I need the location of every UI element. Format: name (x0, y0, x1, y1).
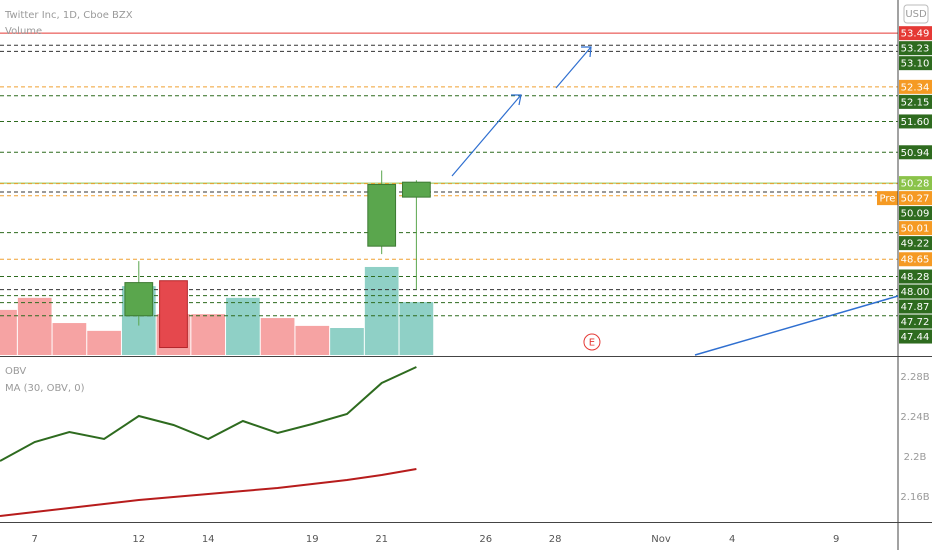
price-label-box (899, 114, 932, 129)
price-label: 47.44 (901, 332, 930, 343)
plot-layer: 53.49 53.23 53.10 52.34 52.15 51.60 50.94 50.28… (0, 26, 932, 545)
x-tick-label: 19 (306, 534, 319, 545)
currency-box[interactable] (903, 4, 929, 24)
x-tick-label: 28 (549, 534, 562, 545)
price-label: 48.65 (901, 255, 930, 266)
ma-label: MA (30, OBV, 0) (5, 383, 85, 394)
volume-bar (364, 266, 399, 355)
price-label: 53.23 (901, 44, 930, 55)
volume-bar (295, 325, 330, 355)
price-label: 53.10 (901, 59, 930, 70)
drawing-arrow (451, 94, 522, 177)
price-label: 50.94 (901, 148, 930, 159)
series-line (0, 366, 417, 462)
x-tick-label: 12 (132, 534, 145, 545)
x-tick-label: 4 (729, 534, 735, 545)
price-label: 51.60 (901, 117, 930, 128)
price-label-box (899, 56, 932, 71)
price-label: 50.27 (901, 194, 930, 205)
trend-line (694, 295, 899, 356)
price-label-box (899, 206, 932, 221)
currency-label: USD (905, 9, 927, 20)
x-tick-label: 21 (375, 534, 388, 545)
y-tick-label: 2.24B (900, 412, 929, 423)
price-label: 53.49 (901, 29, 930, 40)
price-label: 48.28 (901, 272, 930, 283)
price-label: 52.15 (901, 97, 930, 108)
price-label-box (899, 145, 932, 160)
price-label: 52.34 (901, 82, 930, 93)
price-label: 50.28 (901, 179, 930, 190)
arrow-head (511, 94, 522, 106)
volume-bar (399, 302, 434, 355)
candle-body (402, 181, 431, 198)
price-label-box (899, 329, 932, 344)
x-tick-label: 9 (833, 534, 839, 545)
volume-bar (330, 328, 364, 355)
tag-box (877, 191, 898, 206)
price-label-box (899, 94, 932, 109)
volume-bar (191, 314, 226, 355)
price-label-box (899, 252, 932, 267)
price-label: 47.87 (901, 302, 930, 313)
y-tick-label: 2.2B (904, 452, 927, 463)
earnings-label: E (589, 338, 595, 349)
candle-body (124, 282, 154, 317)
earnings-marker (583, 333, 601, 351)
x-tick-label: 26 (479, 534, 492, 545)
price-label-box (899, 26, 932, 41)
price-label-box (899, 41, 932, 56)
volume-bar (52, 323, 87, 355)
price-label: 47.72 (901, 317, 930, 328)
drawing-arrow (555, 46, 592, 89)
y-tick-label: 2.16B (900, 492, 929, 503)
price-label-box (899, 191, 932, 206)
volume-label: Volume (5, 26, 42, 37)
price-label-box (899, 236, 932, 251)
series-line (0, 468, 417, 517)
price-label: 49.22 (901, 239, 930, 250)
price-label-box (899, 176, 932, 191)
tag-label: Pre (880, 194, 896, 205)
price-label: 50.01 (901, 224, 930, 235)
candle-body (159, 280, 188, 349)
volume-bar (17, 297, 52, 355)
x-tick-label: Nov (651, 534, 671, 545)
volume-bar (260, 318, 295, 355)
volume-bar (87, 330, 121, 355)
obv-label: OBV (5, 366, 26, 377)
x-tick-label: 14 (202, 534, 215, 545)
price-label-box (899, 299, 932, 314)
price-label-box (899, 79, 932, 94)
candle-body (367, 184, 397, 247)
y-tick-label: 2.28B (900, 372, 929, 383)
price-label: 50.09 (901, 209, 930, 220)
price-label-box (899, 269, 932, 284)
price-label-box (899, 284, 932, 299)
volume-bar (0, 309, 17, 355)
price-label: 48.00 (901, 287, 930, 298)
price-label-box (899, 221, 932, 236)
price-label-box (899, 314, 932, 329)
x-tick-label: 7 (32, 534, 38, 545)
volume-bar (226, 297, 260, 355)
symbol-title: Twitter Inc, 1D, Cboe BZX (4, 10, 133, 21)
arrow-head (581, 46, 592, 58)
